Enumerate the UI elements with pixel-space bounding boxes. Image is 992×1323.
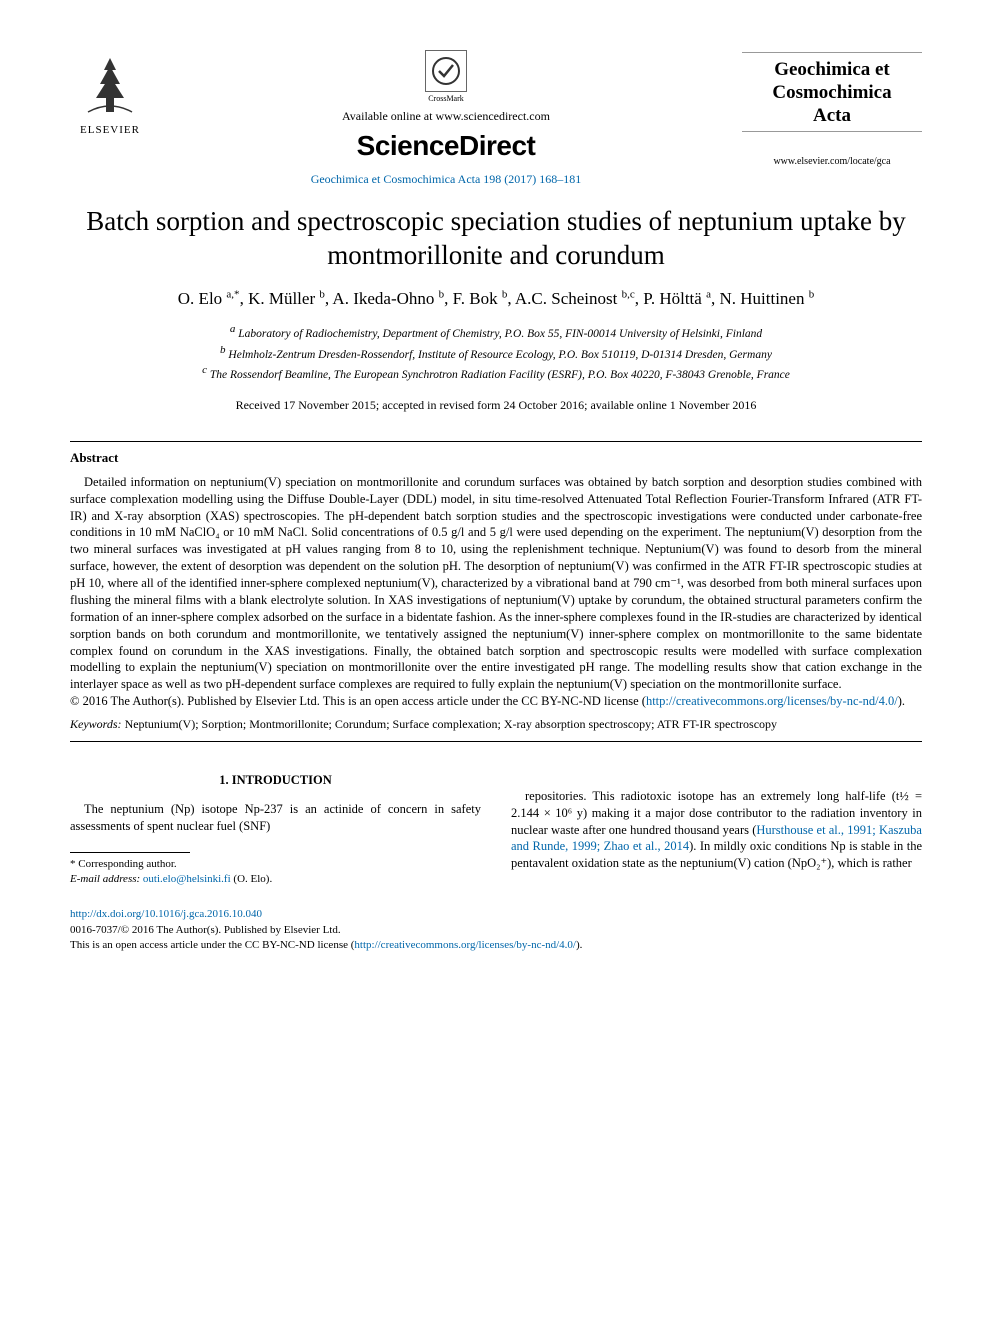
keywords-label: Keywords: [70,717,122,731]
affiliation-a: Laboratory of Radiochemistry, Department… [238,328,762,340]
copyright-text: © 2016 The Author(s). Published by Elsev… [70,694,646,708]
keywords-text: Neptunium(V); Sorption; Montmorillonite;… [125,717,777,731]
authors: O. Elo a,*, K. Müller b, A. Ikeda-Ohno b… [70,287,922,311]
body-columns: 1. INTRODUCTION The neptunium (Np) isoto… [70,750,922,887]
affiliations: a Laboratory of Radiochemistry, Departme… [70,322,922,384]
journal-reference[interactable]: Geochimica et Cosmochimica Acta 198 (201… [170,172,722,187]
corr-email-paren: (O. Elo). [233,873,272,885]
page: ELSEVIER CrossMark Available online at w… [0,0,992,993]
journal-name: Geochimica et Cosmochimica Acta [742,59,922,127]
abstract-body: Detailed information on neptunium(V) spe… [70,474,922,710]
elsevier-label: ELSEVIER [70,124,150,136]
crossmark-label: CrossMark [425,94,467,103]
available-online-text: Available online at www.sciencedirect.co… [170,109,722,124]
email-label: E-mail address: [70,873,140,885]
article-dates: Received 17 November 2015; accepted in r… [70,398,922,413]
crossmark-badge[interactable]: CrossMark [425,50,467,103]
keywords: Keywords: Neptunium(V); Sorption; Montmo… [70,716,922,733]
license-link[interactable]: http://creativecommons.org/licenses/by-n… [646,694,898,708]
footer: http://dx.doi.org/10.1016/j.gca.2016.10.… [70,907,922,953]
affiliation-b: Helmholz-Zentrum Dresden-Rossendorf, Ins… [228,349,772,361]
footer-license-link[interactable]: http://creativecommons.org/licenses/by-n… [354,939,576,951]
intro-paragraph-1: The neptunium (Np) isotope Np-237 is an … [70,801,481,835]
elsevier-logo: ELSEVIER [70,50,150,136]
footer-line2-b: ). [576,939,582,951]
section-1-heading: 1. INTRODUCTION [70,772,481,789]
journal-url: www.elsevier.com/locate/gca [742,156,922,167]
corr-email[interactable]: outi.elo@helsinki.fi [143,873,231,885]
corr-author-text: * Corresponding author. [70,857,481,872]
sciencedirect-logo: ScienceDirect [170,130,722,162]
footer-line2-a: This is an open access article under the… [70,939,354,951]
footnote-separator [70,852,190,853]
article-title: Batch sorption and spectroscopic speciat… [70,205,922,273]
journal-name-line1: Geochimica et [774,59,890,80]
intro-paragraph-2: repositories. This radiotoxic isotope ha… [511,788,922,872]
corr-email-line: E-mail address: outi.elo@helsinki.fi (O.… [70,872,481,887]
journal-name-line2: Cosmochimica [772,82,891,103]
journal-name-line3: Acta [813,105,851,126]
header-row: ELSEVIER CrossMark Available online at w… [70,50,922,187]
doi-link[interactable]: http://dx.doi.org/10.1016/j.gca.2016.10.… [70,907,922,922]
brand-rule-top [742,52,922,53]
copyright-close: ). [898,694,905,708]
corresponding-author-note: * Corresponding author. E-mail address: … [70,857,481,887]
abstract-copyright: © 2016 The Author(s). Published by Elsev… [70,693,922,710]
center-header: CrossMark Available online at www.scienc… [150,50,742,187]
abstract-heading: Abstract [70,450,922,466]
column-left: 1. INTRODUCTION The neptunium (Np) isoto… [70,750,481,887]
elsevier-tree-icon [80,50,140,120]
brand-rule-bot [742,131,922,132]
footer-line2: This is an open access article under the… [70,938,922,953]
divider [70,741,922,742]
footer-line1: 0016-7037/© 2016 The Author(s). Publishe… [70,923,922,938]
abstract-text: Detailed information on neptunium(V) spe… [70,474,922,693]
affiliation-c: The Rossendorf Beamline, The European Sy… [210,369,790,381]
column-right: repositories. This radiotoxic isotope ha… [511,750,922,887]
journal-brand: Geochimica et Cosmochimica Acta www.else… [742,50,922,167]
crossmark-icon [425,50,467,92]
divider [70,441,922,442]
